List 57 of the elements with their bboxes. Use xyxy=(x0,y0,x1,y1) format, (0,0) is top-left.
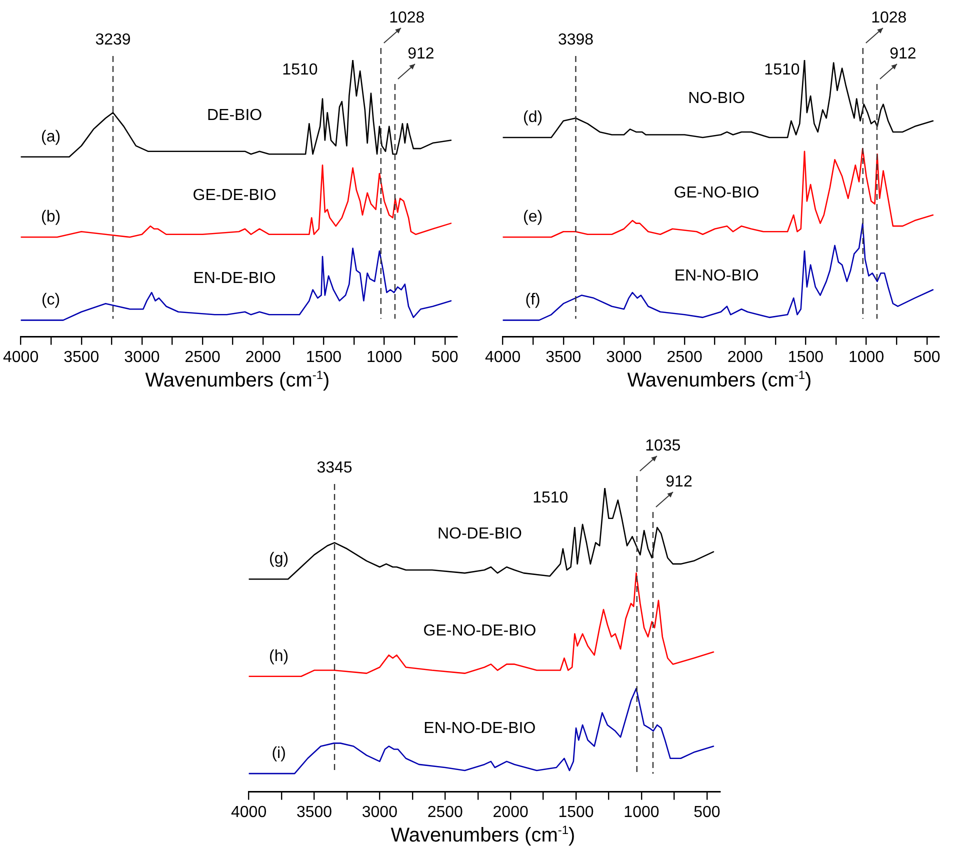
ref-line-label: 1035 xyxy=(645,437,681,454)
x-tick-label: 500 xyxy=(694,804,720,821)
series-label: GE-NO-DE-BIO xyxy=(423,622,536,640)
x-tick-label: 3000 xyxy=(606,348,642,366)
annotation: (c) xyxy=(41,292,60,309)
series-label: GE-DE-BIO xyxy=(192,187,276,204)
x-tick-label: 500 xyxy=(432,348,458,366)
annotation: (b) xyxy=(41,208,61,226)
x-tick-label: 1000 xyxy=(624,804,660,821)
annotation: (h) xyxy=(269,648,289,665)
x-tick-label: 2000 xyxy=(727,348,764,366)
x-tick-label: 3000 xyxy=(362,804,398,821)
ref-line-label: 3398 xyxy=(558,31,594,48)
annotation: (f) xyxy=(525,292,540,309)
series-label: EN-NO-DE-BIO xyxy=(424,720,536,737)
ref-line-label: 3239 xyxy=(95,31,131,48)
series-label: NO-DE-BIO xyxy=(437,525,522,542)
x-tick-label: 4000 xyxy=(485,348,521,366)
annotation: (d) xyxy=(523,108,543,126)
annotation: (i) xyxy=(272,744,286,762)
series-label: GE-NO-BIO xyxy=(674,184,760,202)
series-label: NO-BIO xyxy=(688,90,745,108)
x-axis-title: Wavenumbers (cm$^{-1}$) xyxy=(626,368,813,393)
ref-line-label: 3345 xyxy=(316,459,352,476)
ref-line-label: 1028 xyxy=(871,9,907,26)
x-axis-title: Wavenumbers (cm$^{-1}$) xyxy=(144,368,331,393)
x-tick-label: 4000 xyxy=(231,804,267,821)
legend-label: 912 xyxy=(890,45,916,62)
annotation: 1510 xyxy=(764,61,800,78)
x-tick-label: 3000 xyxy=(124,348,160,366)
annotation: (e) xyxy=(523,208,543,226)
annotation: (g) xyxy=(269,550,289,568)
series-label: EN-NO-BIO xyxy=(674,267,759,284)
annotation: (a) xyxy=(41,128,61,146)
x-tick-label: 2500 xyxy=(427,804,464,821)
x-tick-label: 3500 xyxy=(64,348,100,366)
series-label: EN-DE-BIO xyxy=(193,270,276,288)
x-tick-label: 1000 xyxy=(366,348,402,366)
x-tick-label: 1500 xyxy=(306,348,342,366)
ref-line-label: 1028 xyxy=(389,9,425,26)
x-tick-label: 2000 xyxy=(492,804,528,821)
x-tick-label: 500 xyxy=(914,348,940,366)
x-tick-label: 3500 xyxy=(546,348,582,366)
x-tick-label: 1500 xyxy=(558,804,594,821)
x-tick-label: 1500 xyxy=(788,348,824,366)
legend-label: 912 xyxy=(666,473,692,490)
x-tick-label: 3500 xyxy=(296,804,332,821)
annotation: 1510 xyxy=(532,489,568,506)
x-tick-label: 2500 xyxy=(666,348,702,366)
x-tick-label: 4000 xyxy=(3,348,39,366)
annotation: 1510 xyxy=(282,61,318,78)
x-axis-title: Wavenumbers (cm$^{-1}$) xyxy=(390,823,576,848)
legend-label: 912 xyxy=(408,45,434,62)
x-tick-label: 1000 xyxy=(848,348,884,366)
series-label: DE-BIO xyxy=(206,106,262,124)
x-tick-label: 2000 xyxy=(245,348,282,366)
x-tick-label: 2500 xyxy=(184,348,220,366)
